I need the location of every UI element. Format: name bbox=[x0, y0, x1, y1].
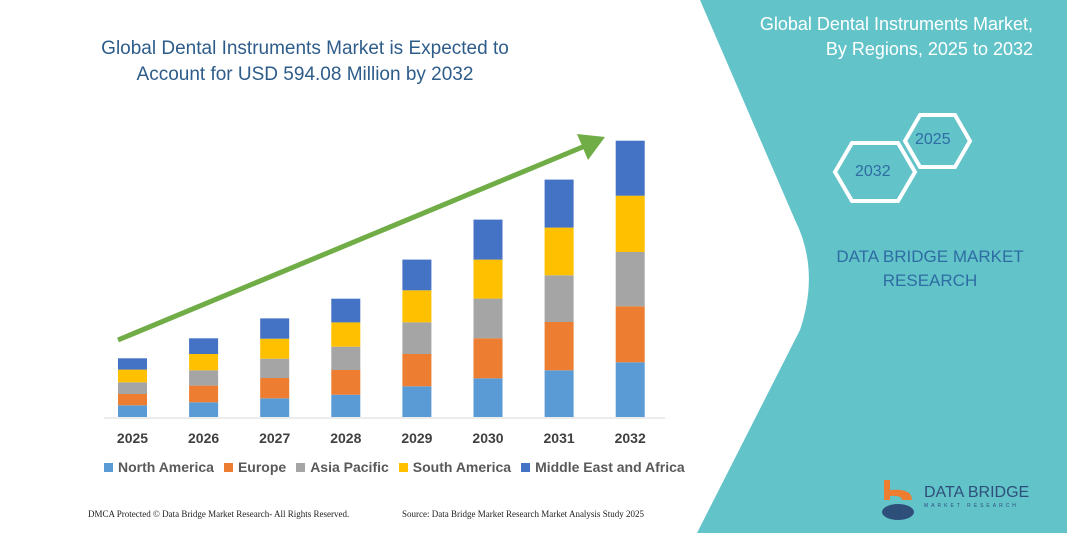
bar-2027-south-america bbox=[260, 338, 290, 359]
bar-2027-middle-east-and-africa bbox=[260, 318, 290, 339]
legend-label: North America bbox=[118, 459, 214, 475]
bar-2026-south-america bbox=[189, 354, 219, 371]
bar-2030-north-america bbox=[473, 378, 503, 417]
legend-item: North America bbox=[104, 459, 214, 475]
x-tick-label: 2028 bbox=[330, 430, 361, 446]
bar-2031-europe bbox=[544, 322, 574, 371]
bar-2028-middle-east-and-africa bbox=[331, 298, 361, 323]
bar-2028-north-america bbox=[331, 394, 361, 417]
x-tick-label: 2031 bbox=[544, 430, 575, 446]
bar-2032-south-america bbox=[615, 195, 645, 252]
chart-title: Global Dental Instruments Market is Expe… bbox=[101, 38, 509, 85]
bar-2025-south-america bbox=[118, 369, 147, 383]
bar-2028-south-america bbox=[331, 322, 361, 347]
x-tick-label: 2025 bbox=[117, 430, 148, 446]
bar-2032-asia-pacific bbox=[615, 252, 645, 307]
bar-2032-north-america bbox=[615, 362, 645, 417]
x-tick-label: 2032 bbox=[615, 430, 646, 446]
trend-arrow bbox=[117, 134, 605, 343]
hex-start-label: 2025 bbox=[915, 131, 951, 148]
hex-2025 bbox=[902, 113, 973, 169]
bar-2030-asia-pacific bbox=[473, 298, 503, 339]
bar-2029-europe bbox=[402, 354, 432, 387]
bar-2025-north-america bbox=[118, 405, 147, 417]
footer-source: Source: Data Bridge Market Research Mark… bbox=[402, 509, 644, 519]
logo-mark bbox=[882, 480, 914, 520]
bar-2028-europe bbox=[331, 370, 361, 395]
legend-swatch bbox=[521, 462, 531, 472]
legend-item: Europe bbox=[223, 459, 287, 475]
hex-2032 bbox=[832, 141, 918, 203]
bar-2029-middle-east-and-africa bbox=[402, 259, 432, 291]
bar-2026-north-america bbox=[189, 402, 219, 417]
brand-line1: DATA BRIDGE MARKET bbox=[836, 247, 1024, 266]
bar-2027-europe bbox=[260, 378, 290, 399]
legend-swatch bbox=[104, 462, 113, 472]
x-tick-label: 2029 bbox=[401, 430, 432, 446]
bar-2025-middle-east-and-africa bbox=[118, 358, 147, 370]
side-title-line2: By Regions, 2025 to 2032 bbox=[825, 39, 1033, 59]
bar-2025-europe bbox=[118, 394, 147, 406]
bar-2027-north-america bbox=[260, 398, 290, 417]
side-title-line1: Global Dental Instruments Market, bbox=[759, 14, 1033, 34]
bar-2032-europe bbox=[615, 306, 645, 363]
bar-2029-asia-pacific bbox=[402, 322, 432, 354]
bar-2027-asia-pacific bbox=[260, 358, 290, 378]
legend-label: Middle East and Africa bbox=[535, 459, 685, 475]
bar-2028-asia-pacific bbox=[331, 346, 361, 370]
bar-2031-south-america bbox=[544, 227, 574, 276]
x-tick-label: 2026 bbox=[188, 430, 219, 446]
legend-swatch bbox=[296, 462, 306, 472]
bar-2026-asia-pacific bbox=[189, 370, 219, 386]
legend-item: Middle East and Africa bbox=[521, 459, 685, 475]
logo-subtext: MARKET RESEARCH bbox=[924, 503, 1019, 509]
legend-label: Europe bbox=[237, 459, 287, 475]
legend-item: Asia Pacific bbox=[296, 459, 389, 475]
bar-2031-asia-pacific bbox=[544, 275, 574, 322]
legend-label: Asia Pacific bbox=[310, 459, 389, 475]
bar-2031-north-america bbox=[544, 370, 574, 417]
brand-line2: RESEARCH bbox=[882, 271, 978, 290]
legend-label: South America bbox=[412, 459, 512, 475]
bar-2030-middle-east-and-africa bbox=[473, 219, 503, 260]
x-tick-label: 2027 bbox=[259, 430, 290, 446]
bar-2029-south-america bbox=[402, 290, 432, 323]
footer-copyright: DMCA Protected © Data Bridge Market Rese… bbox=[88, 509, 350, 519]
bar-2026-europe bbox=[189, 385, 219, 403]
brand-text: DATA BRIDGE MARKET RESEARCH bbox=[830, 245, 1030, 293]
logo-text: DATA BRIDGE bbox=[924, 484, 1030, 501]
legend: North America Europe Asia Pacific South Ame… bbox=[104, 459, 685, 475]
bar-2030-europe bbox=[473, 338, 503, 379]
hex-end-label: 2032 bbox=[855, 163, 891, 180]
bar-2030-south-america bbox=[473, 259, 503, 299]
x-tick-label: 2030 bbox=[472, 430, 503, 446]
legend-swatch bbox=[223, 462, 233, 472]
legend-item: South America bbox=[398, 459, 512, 475]
side-panel bbox=[697, 0, 1067, 533]
legend-swatch bbox=[398, 462, 408, 472]
bar-2026-middle-east-and-africa bbox=[189, 338, 219, 354]
bar-2031-middle-east-and-africa bbox=[544, 179, 574, 228]
bar-2025-asia-pacific bbox=[118, 382, 147, 394]
bar-2029-north-america bbox=[402, 386, 432, 417]
side-title: Global Dental Instruments Market, By Reg… bbox=[673, 12, 1033, 62]
bar-2032-middle-east-and-africa bbox=[615, 140, 645, 196]
